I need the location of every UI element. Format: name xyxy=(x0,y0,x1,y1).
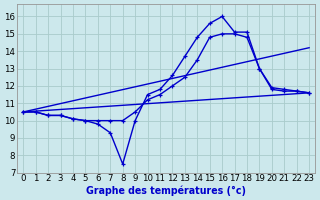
X-axis label: Graphe des températures (°c): Graphe des températures (°c) xyxy=(86,185,246,196)
